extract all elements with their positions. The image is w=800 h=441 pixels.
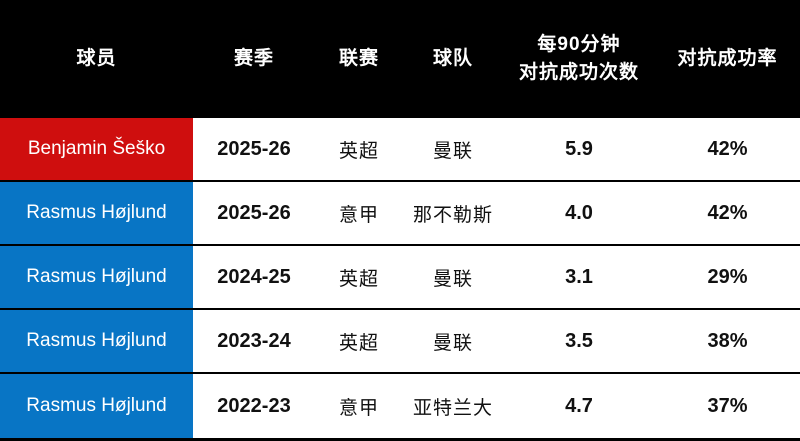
table-row: Rasmus Højlund 2024-25 英超 曼联 3.1 29% bbox=[0, 246, 800, 310]
team-cell: 曼联 bbox=[432, 268, 473, 290]
team-cell: 曼联 bbox=[432, 140, 473, 162]
player-name-cell: Rasmus Højlund bbox=[0, 182, 193, 244]
duel-rate-cell: 29% bbox=[707, 265, 748, 288]
duels-per90-cell: 5.9 bbox=[565, 137, 593, 160]
duel-rate-cell: 42% bbox=[707, 137, 748, 160]
season-cell: 2024-25 bbox=[217, 265, 291, 288]
player-name-cell: Benjamin Šeško bbox=[0, 118, 193, 180]
table-row: Rasmus Højlund 2023-24 英超 曼联 3.5 38% bbox=[0, 310, 800, 374]
duel-rate-cell: 42% bbox=[707, 201, 748, 224]
team-cell: 亚特兰大 bbox=[412, 397, 493, 419]
season-cell: 2023-24 bbox=[217, 329, 291, 352]
duel-rate-cell: 37% bbox=[707, 394, 748, 417]
player-name-cell: Rasmus Højlund bbox=[0, 374, 193, 438]
duels-per90-cell: 4.0 bbox=[565, 201, 593, 224]
season-cell: 2025-26 bbox=[217, 137, 291, 160]
player-name-cell: Rasmus Højlund bbox=[0, 246, 193, 308]
league-cell: 英超 bbox=[338, 268, 379, 290]
column-header-season: 赛季 bbox=[233, 47, 274, 69]
column-header-league: 联赛 bbox=[338, 47, 379, 69]
table-row: Benjamin Šeško 2025-26 英超 曼联 5.9 42% bbox=[0, 118, 800, 182]
column-header-duel-rate: 对抗成功率 bbox=[677, 47, 778, 69]
column-header-duels-per90: 每90分钟 对抗成功次数 bbox=[518, 33, 639, 84]
table-bottom-border bbox=[0, 438, 800, 441]
table-row: Rasmus Højlund 2022-23 意甲 亚特兰大 4.7 37% bbox=[0, 374, 800, 438]
duel-rate-cell: 38% bbox=[707, 329, 748, 352]
team-cell: 曼联 bbox=[432, 332, 473, 354]
table-row: Rasmus Højlund 2025-26 意甲 那不勒斯 4.0 42% bbox=[0, 182, 800, 246]
team-cell: 那不勒斯 bbox=[412, 204, 493, 226]
table-header: 球员 赛季 联赛 球队 每90分钟 对抗成功次数 对抗成功率 bbox=[0, 0, 800, 118]
season-cell: 2022-23 bbox=[217, 394, 291, 417]
league-cell: 意甲 bbox=[338, 204, 379, 226]
league-cell: 英超 bbox=[338, 332, 379, 354]
column-header-player: 球员 bbox=[76, 47, 117, 69]
league-cell: 意甲 bbox=[338, 397, 379, 419]
season-cell: 2025-26 bbox=[217, 201, 291, 224]
column-header-team: 球队 bbox=[432, 47, 473, 69]
duels-per90-cell: 4.7 bbox=[565, 394, 593, 417]
duels-per90-cell: 3.5 bbox=[565, 329, 593, 352]
duels-per90-cell: 3.1 bbox=[565, 265, 593, 288]
player-name-cell: Rasmus Højlund bbox=[0, 310, 193, 372]
league-cell: 英超 bbox=[338, 140, 379, 162]
